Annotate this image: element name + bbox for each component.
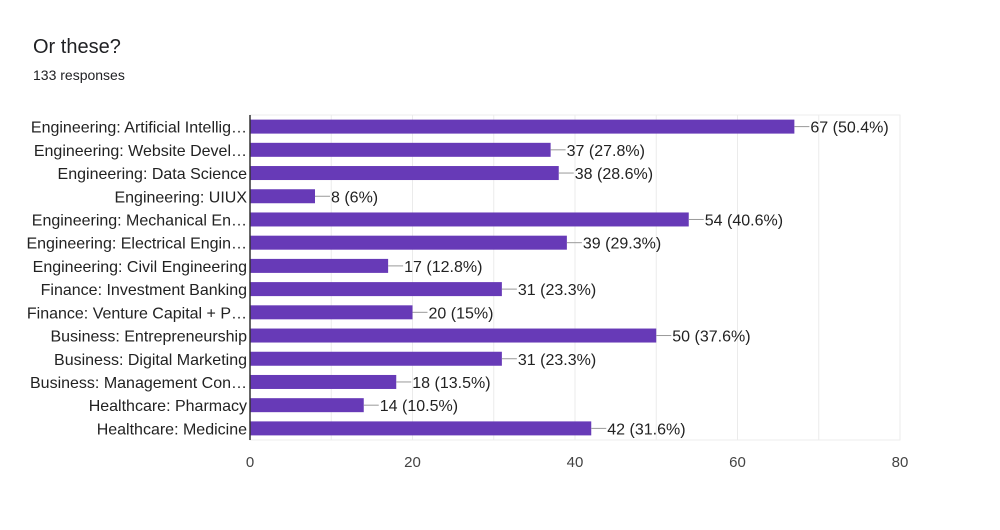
data-label: 50 (37.6%) (672, 329, 750, 346)
category-label: Engineering: Mechanical En… (32, 212, 247, 229)
category-label: Healthcare: Medicine (97, 421, 247, 438)
category-label: Healthcare: Pharmacy (89, 398, 247, 415)
chart-title: Or these? (33, 36, 121, 58)
data-label: 31 (23.3%) (518, 282, 596, 299)
data-label: 67 (50.4%) (810, 120, 888, 137)
bar (250, 374, 397, 389)
x-tick-label: 60 (729, 454, 746, 471)
bar (250, 119, 795, 134)
category-label: Engineering: Electrical Engin… (26, 236, 247, 253)
category-label: Engineering: UIUX (114, 189, 247, 206)
data-label: 42 (31.6%) (607, 421, 685, 438)
bar (250, 258, 389, 273)
category-label: Engineering: Data Science (58, 166, 248, 183)
data-label: 54 (40.6%) (705, 212, 783, 229)
category-label: Business: Digital Marketing (54, 352, 247, 369)
data-label: 37 (27.8%) (567, 143, 645, 160)
response-count: 133 responses (33, 67, 125, 83)
data-label: 8 (6%) (331, 189, 378, 206)
data-label: 17 (12.8%) (404, 259, 482, 276)
category-label: Business: Management Con… (30, 375, 247, 392)
bar (250, 166, 559, 181)
data-label: 18 (13.5%) (412, 375, 490, 392)
data-label: 31 (23.3%) (518, 352, 596, 369)
data-label: 39 (29.3%) (583, 236, 661, 253)
bar (250, 235, 567, 250)
x-tick-label: 0 (246, 454, 254, 471)
bar (250, 421, 592, 436)
bar (250, 328, 657, 343)
x-tick-label: 40 (567, 454, 584, 471)
x-tick-label: 80 (892, 454, 909, 471)
bar (250, 351, 502, 366)
bar (250, 305, 413, 320)
data-label: 38 (28.6%) (575, 166, 653, 183)
data-label: 20 (15%) (429, 305, 494, 322)
category-label: Engineering: Artificial Intellig… (31, 120, 247, 137)
x-tick-label: 20 (404, 454, 421, 471)
bar (250, 282, 502, 297)
bar (250, 398, 364, 413)
bar (250, 189, 315, 204)
data-label: 14 (10.5%) (380, 398, 458, 415)
bar (250, 142, 551, 157)
bar (250, 212, 689, 227)
category-label: Business: Entrepreneurship (50, 329, 247, 346)
category-label: Finance: Investment Banking (41, 282, 247, 299)
category-label: Finance: Venture Capital + P… (27, 305, 247, 322)
category-label: Engineering: Website Devel… (34, 143, 247, 160)
category-label: Engineering: Civil Engineering (33, 259, 247, 276)
